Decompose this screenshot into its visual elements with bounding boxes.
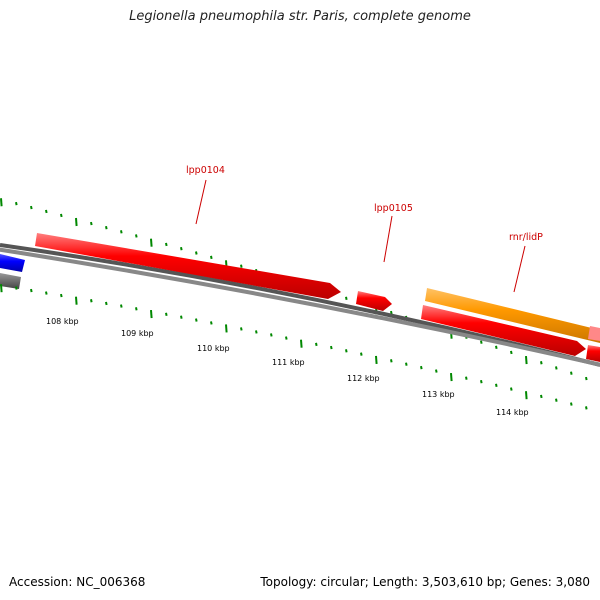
gene-lpp0105-arrow[interactable] — [356, 291, 392, 311]
inner-tick — [195, 318, 198, 322]
inner-tick — [525, 391, 528, 400]
inner-tick — [555, 398, 558, 402]
gene-label-lpp0104[interactable]: lpp0104 — [186, 165, 225, 176]
scale-label-109kbp: 109 kbp — [121, 329, 154, 338]
outer-tick — [30, 205, 33, 210]
inner-tick — [15, 286, 18, 290]
outer-tick — [15, 201, 18, 206]
gene-label-rnr-lidP[interactable]: rnr/lidP — [509, 232, 543, 243]
inner-tick — [0, 284, 3, 293]
accession-text: Accession: NC_006368 — [9, 575, 146, 589]
inner-tick — [585, 406, 588, 410]
inner-tick — [60, 293, 63, 298]
inner-tick — [30, 288, 33, 293]
gene-label-lpp0105[interactable]: lpp0105 — [374, 203, 413, 214]
inner-tick — [405, 362, 408, 366]
inner-tick — [330, 345, 333, 350]
scale-label-110kbp: 110 kbp — [197, 344, 230, 353]
outer-tick — [570, 371, 573, 375]
red-feature-edge[interactable] — [586, 345, 600, 362]
outer-tick — [75, 217, 78, 227]
blue-feature[interactable] — [0, 254, 25, 272]
inner-tick — [540, 394, 543, 399]
genome-summary-text: Topology: circular; Length: 3,503,610 bp… — [260, 575, 590, 589]
inner-tick — [90, 299, 93, 303]
outer-tick — [135, 234, 138, 238]
leader-lpp0105 — [383, 215, 393, 263]
pink-feature[interactable] — [588, 326, 600, 341]
inner-tick — [450, 373, 453, 382]
inner-tick — [315, 342, 318, 347]
inner-tick — [75, 296, 78, 305]
outer-tick — [180, 246, 183, 251]
inner-tick — [255, 330, 258, 334]
inner-tick — [300, 339, 303, 348]
inner-tick — [435, 369, 438, 373]
scale-label-113kbp: 113 kbp — [422, 390, 455, 399]
outer-tick — [45, 209, 48, 214]
outer-tick — [150, 238, 153, 247]
gene-lpp0104-arrow[interactable] — [35, 233, 341, 299]
inner-tick — [360, 352, 363, 356]
outer-tick — [525, 355, 528, 365]
inner-tick — [240, 327, 243, 331]
gray-feature[interactable] — [0, 273, 21, 289]
gc-skew-track-inner — [0, 284, 588, 410]
inner-tick — [480, 380, 483, 384]
red-feature-lower[interactable] — [421, 305, 586, 356]
inner-tick — [135, 307, 138, 311]
outer-tick — [210, 255, 213, 260]
outer-tick — [90, 221, 93, 226]
outer-tick — [60, 213, 63, 218]
leader-lpp0104 — [195, 179, 207, 225]
outer-tick — [555, 366, 558, 370]
inner-tick — [495, 383, 498, 388]
inner-tick — [390, 359, 393, 363]
inner-tick — [375, 355, 378, 365]
inner-tick — [210, 321, 213, 325]
inner-tick — [225, 324, 228, 333]
inner-tick — [345, 349, 348, 353]
outer-tick — [345, 296, 348, 300]
inner-tick — [285, 336, 288, 340]
inner-tick — [150, 309, 153, 319]
inner-tick — [165, 312, 168, 317]
backbone-lower — [0, 247, 600, 367]
inner-tick — [180, 315, 183, 319]
inner-tick — [105, 301, 108, 306]
outer-tick — [195, 251, 198, 255]
gene-rnr-lidP-arrow[interactable] — [425, 288, 600, 343]
scale-label-112kbp: 112 kbp — [347, 374, 380, 383]
inner-tick — [420, 365, 423, 370]
outer-tick — [240, 264, 243, 268]
inner-tick — [510, 387, 513, 391]
outer-tick — [495, 345, 498, 350]
outer-tick — [165, 242, 168, 247]
inner-tick — [45, 291, 48, 295]
outer-tick — [540, 361, 543, 365]
inner-tick — [120, 304, 123, 308]
inner-tick — [570, 402, 573, 406]
outer-tick — [510, 350, 513, 355]
inner-tick — [465, 376, 468, 380]
leader-rnr-lidP — [513, 245, 526, 293]
outer-tick — [0, 198, 3, 207]
scale-label-108kbp: 108 kbp — [46, 317, 79, 326]
inner-tick — [270, 333, 273, 337]
genome-title: Legionella pneumophila str. Paris, compl… — [129, 9, 471, 24]
outer-tick — [585, 376, 588, 381]
scale-label-111kbp: 111 kbp — [272, 358, 305, 367]
outer-tick — [105, 225, 108, 230]
outer-tick — [120, 230, 123, 234]
outer-tick — [480, 340, 483, 344]
scale-label-114kbp: 114 kbp — [496, 408, 529, 417]
